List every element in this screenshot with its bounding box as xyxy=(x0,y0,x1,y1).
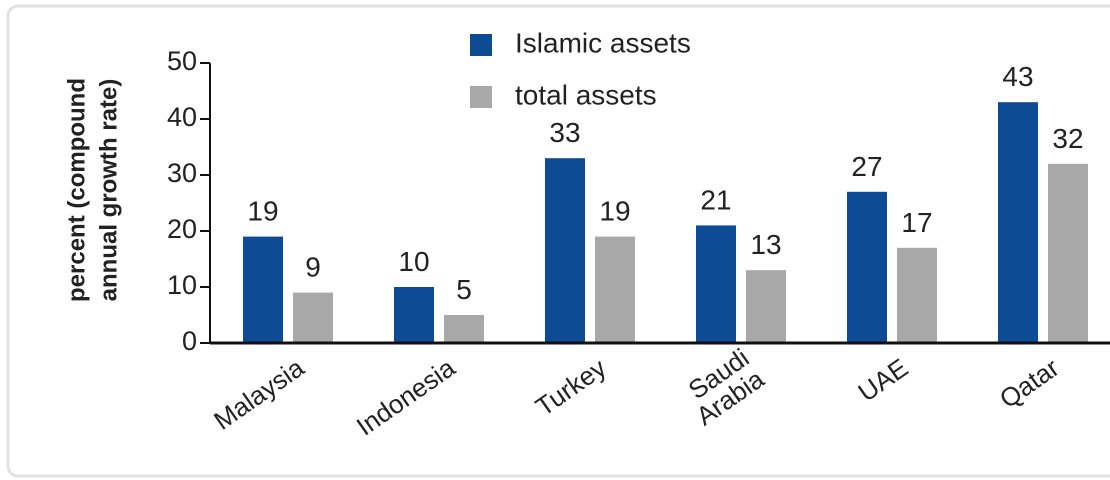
y-tick-label: 0 xyxy=(182,326,197,356)
value-label: 19 xyxy=(247,196,278,227)
y-axis-label: annual growth rate) xyxy=(95,79,122,302)
value-label: 43 xyxy=(1002,61,1033,92)
y-tick-label: 30 xyxy=(167,158,197,188)
bar xyxy=(595,236,635,343)
y-axis-label: percent (compound xyxy=(63,78,90,302)
value-label: 5 xyxy=(456,274,472,305)
y-tick-label: 10 xyxy=(167,270,197,300)
y-tick-label: 40 xyxy=(167,102,197,132)
bar xyxy=(998,102,1038,343)
value-label: 17 xyxy=(901,207,932,238)
bar xyxy=(243,236,283,343)
bar xyxy=(746,270,786,343)
bar xyxy=(1048,163,1088,343)
legend-label: total assets xyxy=(515,79,657,110)
value-label: 13 xyxy=(750,229,781,260)
bar xyxy=(394,287,434,343)
value-label: 10 xyxy=(398,246,429,277)
bar xyxy=(696,225,736,343)
bar xyxy=(545,158,585,343)
bar xyxy=(293,292,333,343)
legend-swatch xyxy=(470,34,492,56)
y-tick-label: 20 xyxy=(167,214,197,244)
bar xyxy=(444,315,484,343)
legend-label: Islamic assets xyxy=(515,27,691,58)
legend-swatch xyxy=(470,86,492,108)
bar xyxy=(847,191,887,343)
value-label: 27 xyxy=(851,151,882,182)
value-label: 19 xyxy=(599,196,630,227)
y-tick-label: 50 xyxy=(167,46,197,76)
value-label: 33 xyxy=(549,117,580,148)
value-label: 9 xyxy=(305,252,321,283)
value-label: 21 xyxy=(700,184,731,215)
bar xyxy=(897,247,937,343)
value-label: 32 xyxy=(1052,123,1083,154)
